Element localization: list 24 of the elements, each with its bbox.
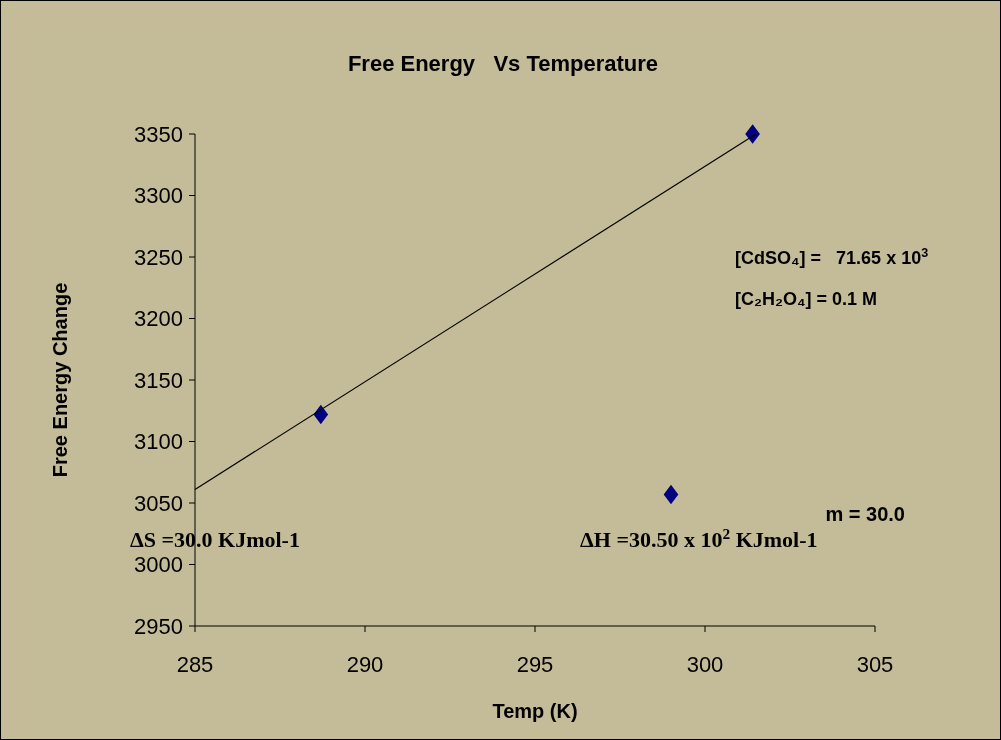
y-tick-label: 3050 (134, 490, 183, 516)
y-tick-label: 3300 (134, 183, 183, 209)
annotation: m = 30.0 (825, 503, 905, 525)
point (663, 484, 679, 505)
chart-title: Free Energy Vs Temperature (347, 51, 659, 76)
x-tick-label: 285 (176, 652, 214, 677)
x-tick-label: 290 (346, 652, 384, 677)
y-tick-label: 3350 (134, 121, 183, 147)
point (745, 124, 760, 144)
y-tick-label: 3000 (134, 552, 183, 578)
x-tick-label: 305 (856, 652, 894, 677)
y-axis-title: Free Energy Change (49, 282, 71, 478)
annotation: ΔS =30.0 KJmol-1 (130, 527, 300, 552)
y-tick-label: 2950 (134, 613, 183, 639)
annotation: [C₂H₂O₄] = 0.1 M (735, 289, 878, 309)
annotation: ΔH =30.50 x 10$^{2}$ KJmol-1 (580, 524, 818, 552)
x-tick-label: 295 (516, 652, 554, 677)
y-tick-label: 3100 (134, 429, 183, 455)
annotation: [CdSO₄] = 71.65 x 10$^{3}$ (735, 246, 929, 268)
y-tick-label: 3250 (134, 244, 183, 270)
x-axis-title: Temp (K) (492, 700, 578, 722)
x-tick-label: 300 (686, 652, 724, 677)
y-tick-label: 3150 (134, 367, 183, 393)
y-tick-label: 3200 (134, 306, 183, 332)
